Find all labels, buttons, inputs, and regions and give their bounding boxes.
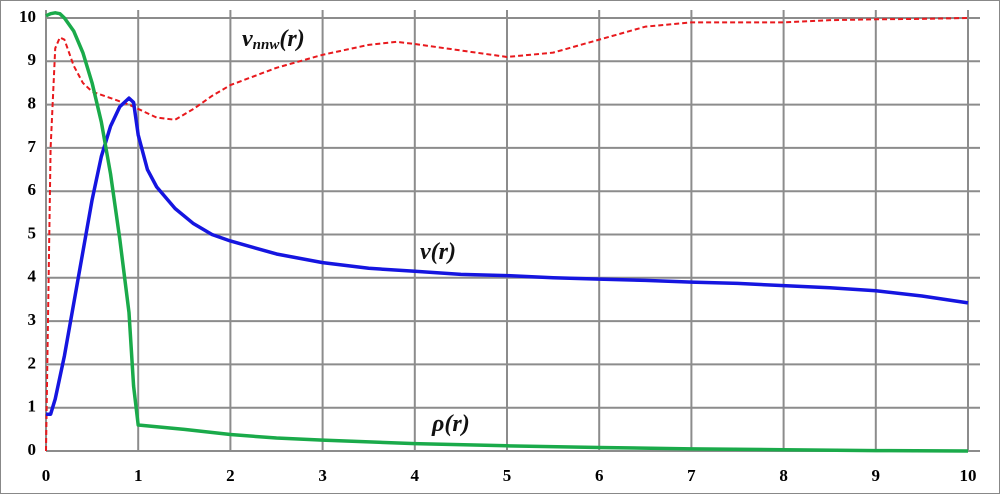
y-tick-label: 4 — [28, 267, 37, 286]
series-line — [46, 96, 969, 416]
y-tick-label: 2 — [28, 353, 37, 372]
y-tick-label: 0 — [28, 440, 37, 459]
series-label: v(r) — [420, 239, 456, 265]
x-tick-label: 10 — [960, 466, 977, 485]
x-tick-label: 2 — [226, 466, 235, 485]
series-label: ρ(r) — [431, 411, 470, 437]
x-tick-label: 1 — [134, 466, 143, 485]
x-tick-label: 6 — [595, 466, 604, 485]
x-tick-label: 8 — [779, 466, 788, 485]
y-tick-label: 3 — [28, 310, 37, 329]
y-tick-label: 7 — [28, 137, 37, 156]
x-tick-label: 4 — [411, 466, 420, 485]
y-tick-label: 1 — [28, 397, 37, 416]
series-label-sub: nnw — [253, 37, 281, 53]
series-label-main: v — [242, 26, 253, 52]
y-tick-label: 6 — [28, 180, 37, 199]
x-tick-label: 3 — [318, 466, 327, 485]
series-line — [45, 17, 969, 452]
y-tick-label: 8 — [28, 94, 37, 113]
y-tick-label: 9 — [28, 50, 37, 69]
series-label-tail: (r) — [279, 26, 304, 52]
x-tick-label: 7 — [687, 466, 696, 485]
x-tick-label: 9 — [872, 466, 881, 485]
series-line — [45, 11, 969, 453]
y-tick-label: 10 — [19, 7, 36, 26]
series-label: vnnw(r) — [242, 26, 305, 54]
series-label-main: v(r) — [420, 239, 456, 265]
y-tick-label: 5 — [28, 223, 37, 242]
x-tick-label: 5 — [503, 466, 512, 485]
x-tick-label: 0 — [42, 466, 51, 485]
series-label-main: ρ(r) — [431, 411, 470, 437]
